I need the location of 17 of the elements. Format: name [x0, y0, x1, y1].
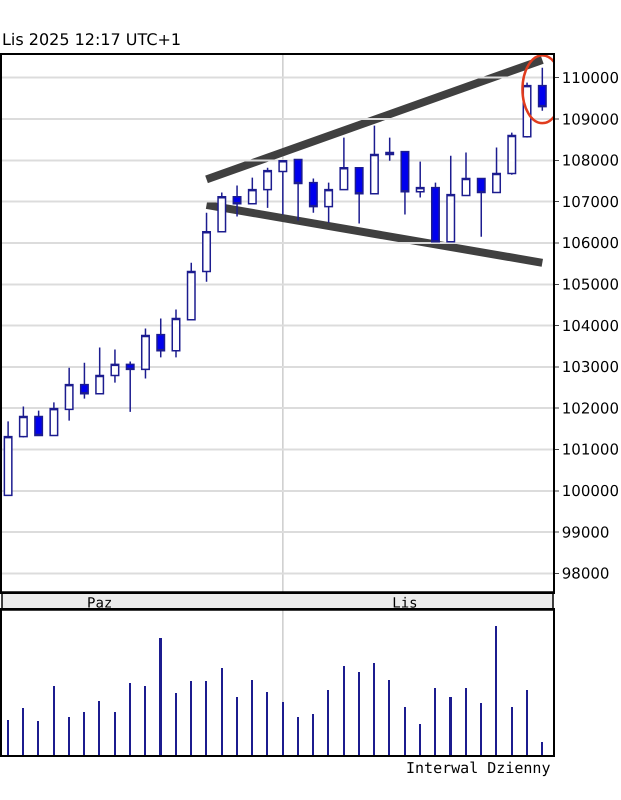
- y-tick-label: 101000: [562, 440, 620, 459]
- y-tick-label: 100000: [562, 482, 620, 500]
- y-tick-label: 110000: [562, 68, 620, 87]
- y-tick-label: 102000: [562, 399, 620, 418]
- y-tick-label: 105000: [562, 276, 620, 294]
- y-tick-label: 107000: [562, 192, 620, 211]
- y-tick-label: 98000: [562, 564, 610, 583]
- x-tick-label: Paz: [87, 596, 112, 612]
- y-tick-label: 104000: [562, 316, 620, 335]
- y-tick-label: 109000: [562, 110, 620, 128]
- y-tick-label: 108000: [562, 152, 620, 170]
- chart-title: Lis 2025 12:17 UTC+1: [2, 30, 182, 50]
- y-tick-label: 103000: [562, 358, 620, 376]
- text: Interwal Dzienny: [406, 759, 550, 777]
- y-tick-label: 99000: [562, 523, 610, 542]
- x-tick-label: Lis: [392, 596, 418, 612]
- y-tick-label: 106000: [562, 234, 620, 252]
